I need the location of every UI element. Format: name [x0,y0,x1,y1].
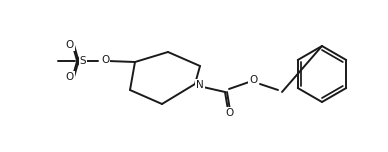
Text: O: O [249,75,257,85]
Text: O: O [66,40,74,50]
Text: O: O [101,55,109,65]
Text: S: S [80,56,86,66]
Text: O: O [66,72,74,82]
Text: N: N [196,80,204,90]
Text: O: O [225,108,233,118]
